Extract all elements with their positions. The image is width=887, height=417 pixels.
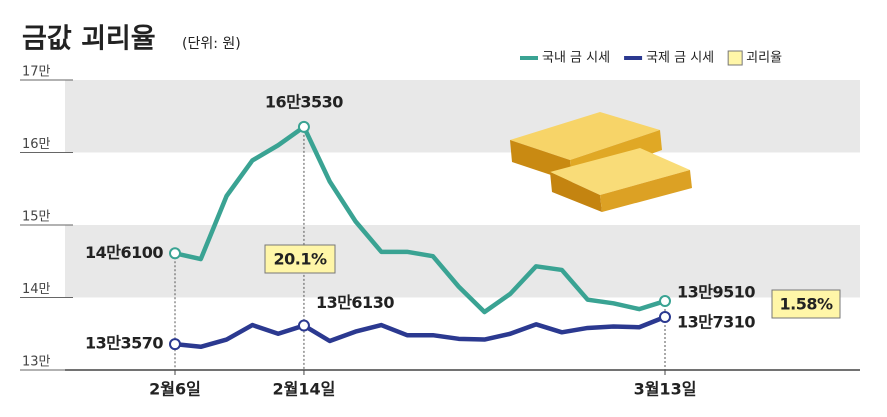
chart-subtitle: (단위: 원) (182, 36, 241, 52)
gold-bars (510, 112, 692, 212)
point (169, 338, 181, 351)
value-label: 13만6130 (316, 293, 394, 312)
value-label: 13만3570 (85, 334, 163, 353)
point (169, 247, 181, 260)
point (297, 120, 310, 133)
legend-label: 국제 금 시세 (646, 51, 714, 66)
x-tick-label: 2월6일 (149, 380, 201, 399)
y-tick-label: 17만 (22, 65, 51, 80)
point (659, 311, 671, 324)
x-tick-label: 2월14일 (273, 380, 336, 399)
grid-band (65, 225, 860, 298)
chart-title: 금값 괴리율 (22, 24, 156, 55)
y-tick-label: 13만 (22, 355, 51, 370)
value-label: 14만6100 (85, 243, 163, 262)
legend-label: 국내 금 시세 (542, 51, 610, 66)
x-tick-label: 3월13일 (634, 380, 697, 399)
y-tick-label: 15만 (22, 210, 51, 225)
gap-label: 20.1% (273, 250, 326, 269)
value-label: 13만9510 (677, 283, 755, 302)
grid (20, 79, 860, 371)
series-line (174, 124, 666, 315)
point (297, 319, 310, 332)
annotations: 20.1% 1.58% (264, 244, 841, 319)
y-tick-label: 14만 (22, 282, 51, 297)
y-tick-label: 16만 (22, 137, 51, 152)
gap-label: 1.58% (779, 295, 832, 314)
gap-box (264, 244, 336, 274)
grid-band (65, 80, 860, 153)
gap-box (771, 289, 841, 319)
series-line (174, 314, 666, 350)
value-label: 13만7310 (677, 313, 755, 332)
legend-label: 괴리율 (746, 51, 782, 66)
legend-swatch (727, 50, 743, 66)
value-label: 16만3530 (265, 92, 343, 111)
point (659, 295, 671, 308)
